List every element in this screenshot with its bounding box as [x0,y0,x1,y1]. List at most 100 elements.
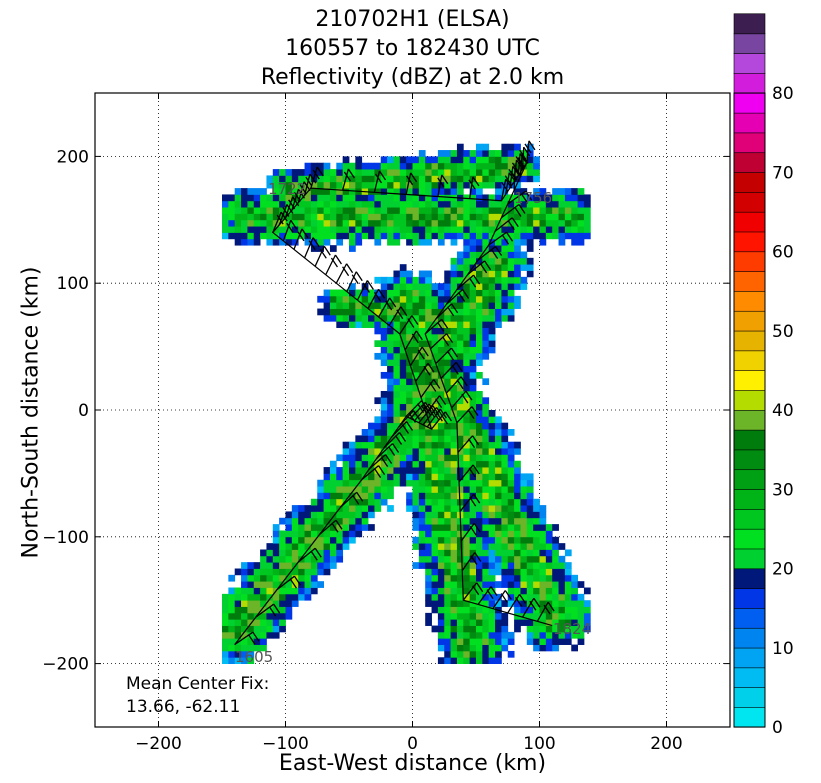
reflectivity-cell [501,600,509,607]
reflectivity-cell [476,264,483,271]
reflectivity-cell [266,181,274,189]
reflectivity-cell [412,181,420,189]
wind-barb-shaft [445,376,462,394]
reflectivity-cell [406,498,413,506]
reflectivity-cell [387,346,394,354]
reflectivity-cell [387,473,394,481]
reflectivity-cell [323,467,331,474]
reflectivity-cell [418,213,426,221]
reflectivity-cell [514,460,521,468]
reflectivity-cell [406,321,413,328]
reflectivity-cell [545,625,553,633]
reflectivity-cell [482,232,490,240]
reflectivity-cell [463,555,471,563]
reflectivity-cell [399,321,407,328]
reflectivity-cell [323,314,331,322]
reflectivity-cell [526,631,534,639]
reflectivity-cell [469,619,477,626]
reflectivity-cell [533,587,540,595]
reflectivity-cell [545,530,553,538]
reflectivity-cell [463,454,471,462]
wind-barb-shaft [435,347,452,364]
reflectivity-cell [463,359,471,367]
reflectivity-cell [456,321,464,328]
reflectivity-cell [558,562,566,569]
wind-barb-flag [356,491,364,502]
wind-barb-shaft [435,303,453,320]
reflectivity-cell [526,587,534,595]
reflectivity-cell [329,524,337,531]
reflectivity-cell [495,162,502,170]
reflectivity-cell [437,327,445,335]
wind-barb-shaft [373,170,381,193]
reflectivity-cell [228,657,236,664]
reflectivity-cell [488,181,496,189]
reflectivity-cell [564,612,572,620]
reflectivity-cell [476,346,483,354]
reflectivity-cell [514,562,521,569]
reflectivity-cell [526,492,534,500]
reflectivity-cell [456,352,464,360]
reflectivity-cell [552,555,559,563]
reflectivity-cell [418,536,426,544]
reflectivity-cell [545,593,553,601]
reflectivity-cell [501,276,509,284]
reflectivity-cell [406,162,413,170]
reflectivity-cell [412,429,420,436]
reflectivity-cell [393,467,401,474]
reflectivity-cell [437,448,445,455]
wind-barb-shaft [461,552,476,571]
reflectivity-cell [476,219,483,227]
reflectivity-cell [412,467,420,474]
reflectivity-cell [425,308,432,316]
reflectivity-cell [469,479,477,487]
reflectivity-cell [399,403,407,411]
reflectivity-cell [463,200,471,208]
reflectivity-cell [304,181,312,189]
reflectivity-cell [399,276,407,284]
reflectivity-cell [329,169,337,176]
wind-barb-shaft [409,401,426,419]
reflectivity-cell [412,371,420,379]
reflectivity-cell [374,460,382,468]
reflectivity-cell [444,378,451,386]
reflectivity-cell [533,644,540,652]
flight-track-line [234,162,553,645]
reflectivity-cell [247,593,255,601]
reflectivity-cell [425,181,432,189]
reflectivity-cell [437,473,445,481]
reflectivity-cell [342,454,350,462]
reflectivity-cell [507,276,515,284]
reflectivity-cell [482,429,490,436]
reflectivity-cell [380,479,388,487]
colorbar-tick-label: 40 [772,401,794,421]
reflectivity-cell [418,219,426,227]
wind-barb-flag [441,319,449,329]
reflectivity-cell [495,517,502,525]
reflectivity-cell [323,562,331,569]
wind-barb-shaft [431,411,446,430]
reflectivity-cell [437,625,445,633]
reflectivity-cell [488,156,496,164]
reflectivity-cell [482,593,490,601]
reflectivity-cell [469,644,477,652]
reflectivity-cell [450,314,458,322]
reflectivity-cell [476,517,483,525]
reflectivity-cell [247,644,255,652]
reflectivity-cell [361,429,369,436]
flight-track [234,162,553,645]
reflectivity-cell [564,625,572,633]
reflectivity-cell [342,194,350,202]
reflectivity-cell [526,238,534,246]
reflectivity-cell [336,162,344,170]
reflectivity-cell [495,631,502,639]
reflectivity-cell [507,295,515,303]
reflectivity-cell [564,194,572,202]
colorbar-segment [733,627,766,649]
colorbar-segment [733,389,766,411]
reflectivity-cell [418,422,426,430]
reflectivity-cell [482,226,490,233]
reflectivity-cell [431,454,439,462]
reflectivity-cell [437,657,445,664]
reflectivity-cell [564,188,572,195]
